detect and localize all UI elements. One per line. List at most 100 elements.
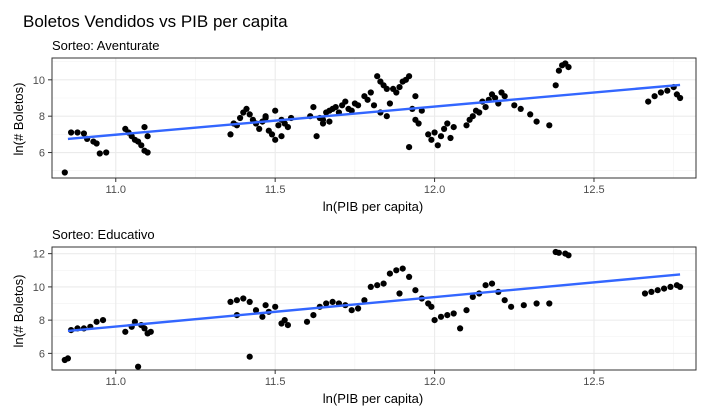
data-point [272, 107, 279, 114]
data-point [383, 85, 390, 92]
data-point [428, 303, 435, 310]
data-point [303, 318, 311, 325]
y-tick-label: 6 [39, 348, 45, 360]
data-point [501, 297, 508, 304]
data-point [61, 169, 68, 176]
data-point [546, 122, 553, 129]
data-point [262, 302, 269, 309]
data-point [64, 355, 71, 362]
data-point [310, 312, 317, 319]
x-axis-label: ln(PIB per capita) [323, 199, 423, 214]
data-point [147, 328, 154, 335]
plot-background [52, 247, 696, 370]
data-point [393, 89, 400, 96]
data-point [425, 131, 432, 138]
data-point [386, 100, 393, 107]
data-point [131, 318, 138, 325]
data-point [667, 283, 674, 290]
data-point [434, 142, 441, 149]
data-point [361, 297, 368, 304]
data-point [80, 130, 87, 137]
data-point [648, 288, 655, 295]
data-point [364, 96, 371, 103]
figure-title: Boletos Vendidos vs PIB per capita [23, 12, 288, 31]
data-point [437, 313, 445, 320]
panel-subtitle: Sorteo: Educativo [52, 227, 155, 242]
data-point [412, 287, 419, 294]
data-point [323, 300, 330, 307]
data-point [370, 102, 378, 109]
panel-border [51, 57, 697, 179]
data-point [141, 325, 148, 332]
data-point [492, 94, 499, 102]
plot-area: 11.0 11.5 12.0 12.5 6 8 10 [33, 57, 697, 196]
data-point [482, 282, 489, 289]
data-point [555, 67, 563, 74]
data-point [74, 129, 81, 136]
data-point [329, 298, 336, 305]
data-point [488, 280, 496, 287]
trend-line [67, 273, 681, 333]
data-point [284, 124, 291, 131]
data-point [374, 282, 381, 289]
data-point [399, 265, 406, 272]
data-point [256, 125, 263, 132]
panel-border [51, 246, 697, 371]
x-tick-label: 12.0 [424, 376, 445, 388]
data-point [243, 105, 250, 112]
data-point [93, 140, 100, 147]
data-point [96, 150, 103, 157]
data-point [240, 295, 247, 302]
data-point [661, 285, 668, 292]
data-point [367, 283, 374, 290]
data-point [281, 317, 288, 324]
data-point [444, 312, 451, 319]
x-tick-label: 12.0 [424, 184, 445, 196]
data-point [284, 322, 291, 329]
data-point [565, 64, 572, 71]
y-axis-label: ln(# Boletos) [11, 275, 26, 348]
data-point [262, 114, 269, 122]
data-point [272, 303, 279, 310]
data-point [278, 133, 285, 140]
data-point [441, 125, 448, 132]
data-point [367, 89, 374, 96]
x-tick-label: 12.5 [583, 376, 604, 388]
x-axis-label: ln(PIB per capita) [323, 391, 423, 406]
data-point [654, 287, 661, 294]
data-point [641, 290, 649, 297]
x-tick-label: 11.0 [105, 376, 126, 388]
data-point [527, 111, 534, 118]
y-tick-label: 10 [33, 282, 45, 294]
data-point [555, 249, 563, 256]
data-point [450, 124, 457, 131]
data-point [99, 317, 107, 324]
data-point [374, 73, 381, 80]
data-point [141, 124, 148, 131]
data-point [463, 122, 470, 129]
data-point [431, 129, 438, 136]
panel-aventurate: Sorteo: Aventurate 11.0 11.5 12.0 12.56810 … [11, 38, 697, 214]
data-point [664, 87, 671, 94]
data-point [93, 318, 100, 325]
data-point [135, 363, 142, 370]
y-tick-label: 10 [33, 75, 45, 87]
data-point [533, 300, 540, 307]
data-point [469, 293, 476, 300]
data-point [122, 328, 129, 335]
data-point [431, 317, 438, 324]
data-point [138, 142, 145, 149]
y-tick-label: 8 [39, 315, 45, 327]
data-point [144, 149, 151, 156]
data-point [511, 102, 518, 109]
data-point [272, 136, 279, 143]
data-point [275, 122, 282, 129]
data-point [386, 270, 393, 277]
plot-area: 11.0 11.5 12.0 12.5 6 8 10 12 [33, 246, 697, 388]
data-point [501, 93, 508, 100]
data-point [246, 298, 253, 305]
data-point [450, 310, 457, 317]
data-point [396, 290, 403, 297]
data-point [326, 118, 333, 125]
